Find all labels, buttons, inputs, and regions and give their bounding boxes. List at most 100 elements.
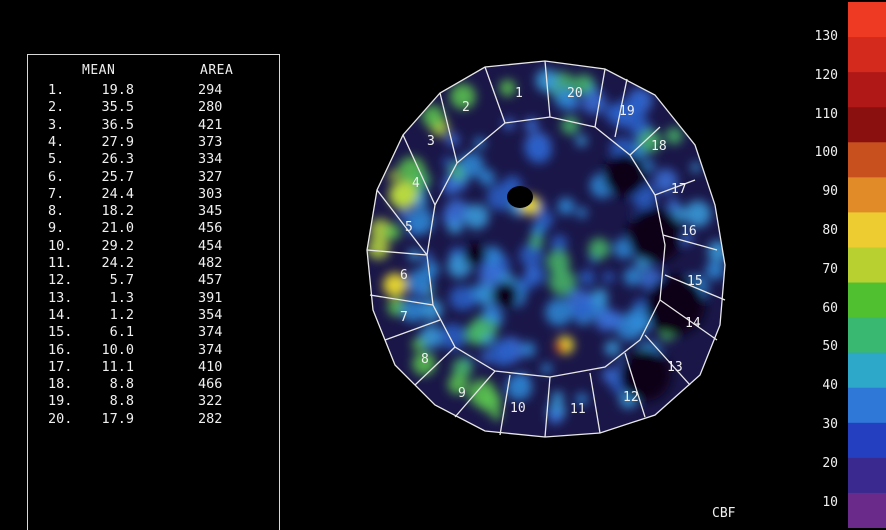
region-spoke — [659, 299, 718, 341]
ventricle-dark-spot — [507, 186, 533, 208]
table-row: 16. 10.0 374 — [28, 342, 278, 359]
table-row: 4. 27.9 373 — [28, 134, 278, 151]
region-spoke — [544, 60, 551, 118]
row-index: 5. — [48, 151, 65, 168]
region-outlines — [366, 60, 726, 438]
scale-tick: 100 — [814, 145, 838, 161]
table-row: 11. 24.2 482 — [28, 255, 278, 272]
row-area: 280 — [198, 99, 223, 116]
scale-tick: 40 — [822, 378, 838, 394]
row-index: 4. — [48, 133, 65, 150]
region-label: 4 — [412, 176, 420, 191]
table-row: 2. 35.5 280 — [28, 99, 278, 116]
region-spoke — [454, 370, 496, 418]
colorbar-band — [848, 492, 886, 528]
region-label: 18 — [651, 139, 667, 154]
row-area: 421 — [198, 116, 223, 133]
region-label: 8 — [421, 352, 429, 367]
row-mean: 29.2 — [101, 237, 134, 254]
row-area: 456 — [198, 220, 223, 237]
table-row: 9. 21.0 456 — [28, 220, 278, 237]
row-mean: 24.2 — [101, 255, 134, 271]
table-row: 6. 25.7 327 — [28, 169, 278, 186]
row-index: 15. — [48, 324, 73, 341]
mean-header: MEAN — [82, 63, 116, 78]
table-row: 7. 24.4 303 — [28, 186, 278, 203]
region-spoke — [664, 274, 726, 301]
colorbar-band — [848, 72, 886, 109]
region-spoke — [614, 78, 628, 138]
scale-tick-labels: 130 120 110 100 90 80 70 60 50 40 30 20 10 — [790, 0, 838, 528]
row-index: 12. — [48, 272, 73, 289]
region-label: 2 — [462, 100, 470, 115]
colorbar-band — [848, 107, 886, 144]
region-spoke — [544, 376, 551, 438]
table-row: 13. 1.3 391 — [28, 290, 278, 307]
region-label: 3 — [427, 134, 435, 149]
row-mean: 26.3 — [101, 151, 134, 168]
region-label: 7 — [400, 310, 408, 325]
colorbar-band — [848, 142, 886, 179]
scale-tick: 60 — [822, 300, 838, 316]
row-mean: 24.4 — [101, 185, 134, 202]
row-mean: 19.8 — [101, 82, 134, 98]
region-spoke — [654, 179, 696, 196]
region-label: 9 — [458, 386, 466, 401]
region-spoke — [499, 374, 511, 436]
scale-tick: 50 — [822, 339, 838, 355]
table-row: 3. 36.5 421 — [28, 117, 278, 134]
row-index: 18. — [48, 376, 73, 393]
region-label: 20 — [567, 86, 583, 101]
row-area: 322 — [198, 393, 223, 410]
row-index: 13. — [48, 289, 73, 306]
row-mean: 27.9 — [101, 133, 134, 150]
row-index: 20. — [48, 410, 73, 427]
scale-tick: 10 — [822, 494, 838, 510]
row-area: 294 — [198, 82, 223, 98]
table-row: 12. 5.7 457 — [28, 272, 278, 289]
row-mean: 35.5 — [101, 99, 134, 116]
row-area: 410 — [198, 358, 223, 375]
row-area: 374 — [198, 341, 223, 358]
region-spoke — [662, 234, 718, 251]
region-stats-table: MEAN AREA 1. 19.8 294 2. 35.5 280 3. 36.5 421 4. 2… — [27, 54, 280, 530]
row-index: 1. — [48, 82, 65, 98]
row-area: 374 — [198, 324, 223, 341]
region-spoke — [629, 126, 661, 156]
region-spoke — [414, 346, 456, 386]
row-index: 11. — [48, 255, 73, 271]
region-spoke — [589, 372, 601, 434]
row-mean: 10.0 — [101, 341, 134, 358]
colorbar-band — [848, 282, 886, 319]
scale-tick: 90 — [822, 184, 838, 200]
row-index: 8. — [48, 203, 65, 220]
row-index: 16. — [48, 341, 73, 358]
region-spoke — [644, 334, 691, 386]
region-spoke — [439, 92, 458, 164]
row-mean: 5.7 — [109, 272, 134, 289]
row-index: 17. — [48, 358, 73, 375]
row-area: 454 — [198, 237, 223, 254]
region-label: 10 — [510, 401, 526, 416]
scale-tick: 20 — [822, 455, 838, 471]
row-area: 334 — [198, 151, 223, 168]
row-mean: 21.0 — [101, 220, 134, 237]
colorbar-band — [848, 247, 886, 284]
table-row: 10. 29.2 454 — [28, 238, 278, 255]
row-index: 10. — [48, 237, 73, 254]
scale-tick: 70 — [822, 261, 838, 277]
row-mean: 8.8 — [109, 376, 134, 393]
scale-tick: 120 — [814, 67, 838, 83]
region-label: 15 — [687, 274, 703, 289]
scale-tick: 110 — [814, 106, 838, 122]
row-index: 9. — [48, 220, 65, 237]
table-row: 8. 18.2 345 — [28, 203, 278, 220]
cbf-label: CBF — [712, 506, 736, 521]
area-header: AREA — [200, 63, 234, 78]
row-area: 466 — [198, 376, 223, 393]
colorbar-band — [848, 422, 886, 459]
table-row: 14. 1.2 354 — [28, 307, 278, 324]
